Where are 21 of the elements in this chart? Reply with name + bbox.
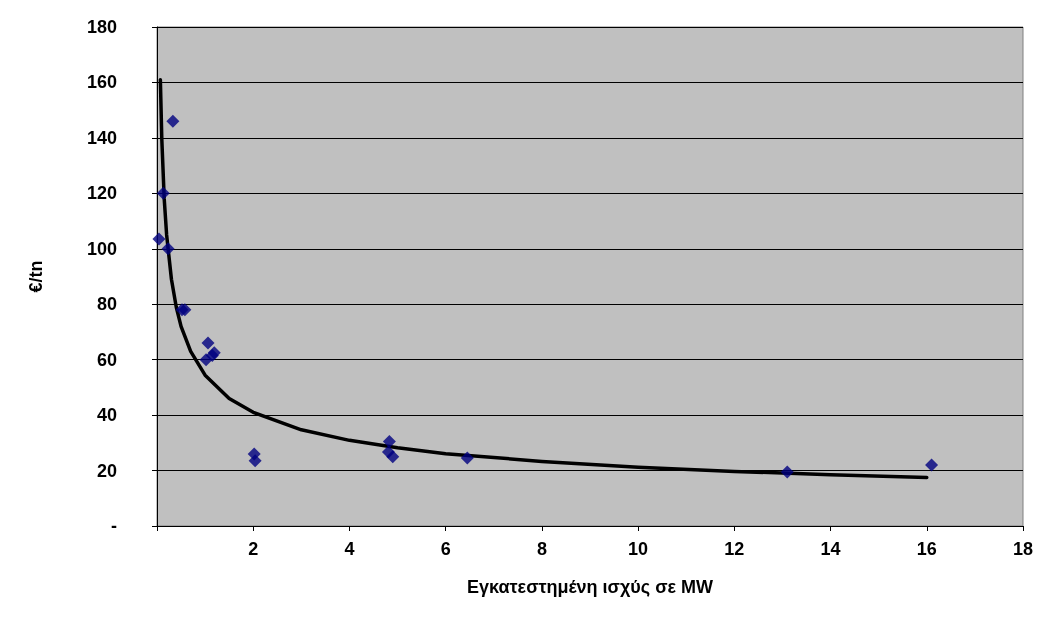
y-tick-label: 180 [86,17,117,37]
y-axis-title: €/tn [26,260,46,293]
x-tick-label: 4 [344,539,355,559]
y-tick-label: - [111,516,117,536]
y-tick-label: 20 [96,460,117,481]
x-tick-label: 6 [440,539,451,559]
y-tick-label: 40 [96,405,117,426]
y-tick-label: 60 [96,349,117,370]
x-tick-label: 18 [1012,539,1034,559]
y-tick-label: 140 [86,127,117,148]
y-tick-label: 160 [86,72,117,93]
x-tick-label: 8 [536,539,547,559]
x-axis-title: Εγκατεστημένη ισχύς σε MW [467,577,713,597]
x-tick-label: 14 [820,539,841,559]
y-tick-label: 100 [86,238,117,259]
x-tick-label: 16 [916,539,937,559]
x-tick-label: 12 [724,539,745,559]
y-tick-label: 120 [86,183,117,204]
y-tick-label: 80 [96,294,117,315]
x-tick-label: 10 [628,539,649,559]
x-tick-label: 2 [248,539,259,559]
